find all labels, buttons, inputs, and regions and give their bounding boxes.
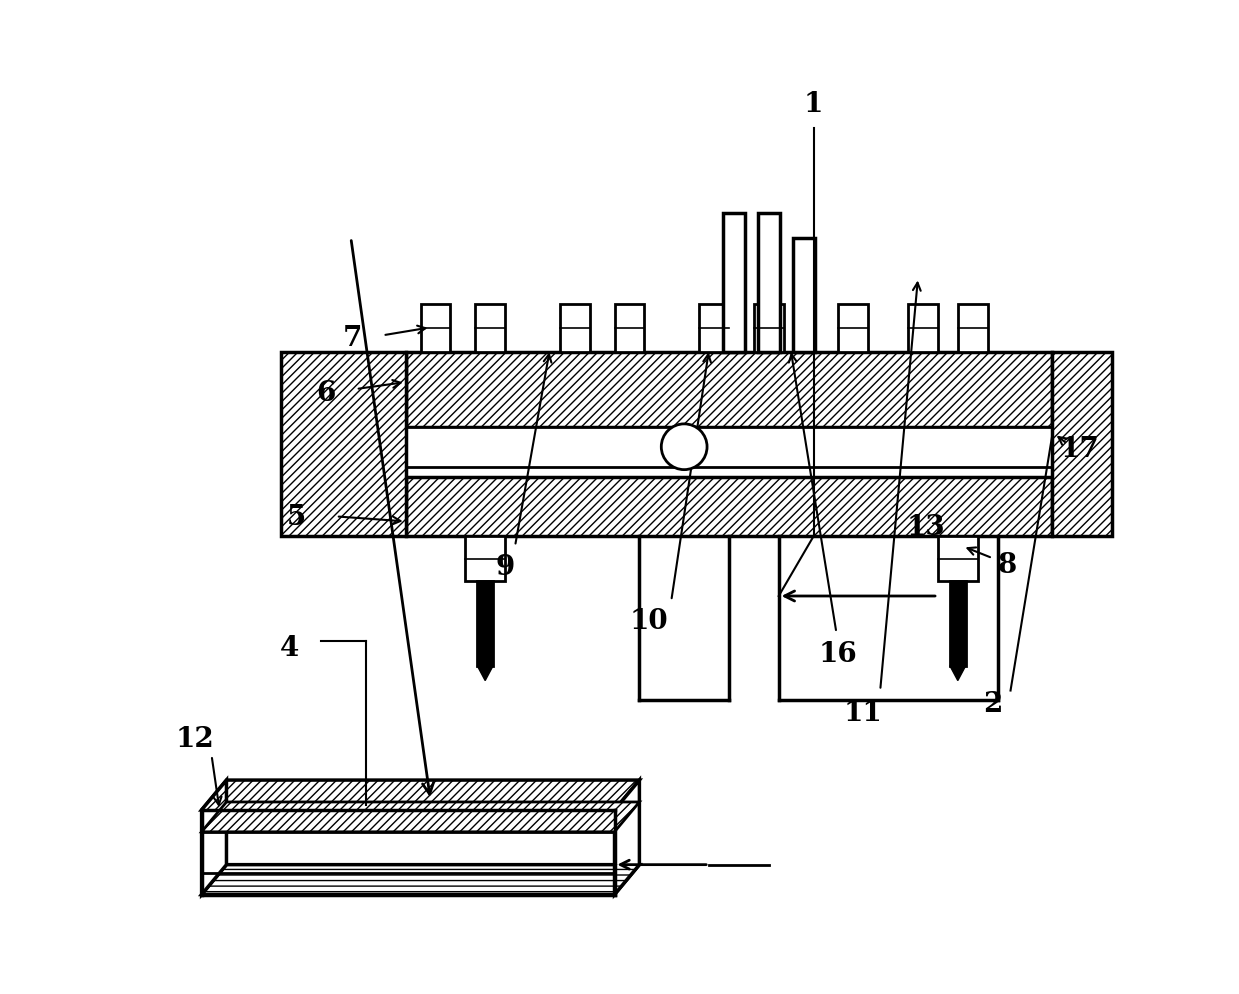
Bar: [753, 305, 784, 353]
Text: 7: 7: [343, 324, 363, 352]
Polygon shape: [615, 780, 639, 895]
Text: 9: 9: [496, 553, 514, 580]
Text: 13: 13: [907, 513, 945, 541]
Text: 6: 6: [316, 379, 336, 407]
Bar: [405, 477, 1052, 537]
Polygon shape: [202, 802, 639, 832]
Text: 12: 12: [175, 725, 214, 752]
Text: 5: 5: [286, 503, 306, 531]
Bar: [724, 214, 745, 353]
Bar: [615, 305, 644, 353]
Bar: [699, 305, 729, 353]
Text: 2: 2: [983, 690, 1002, 718]
Text: 1: 1: [804, 90, 823, 118]
Bar: [938, 537, 978, 581]
Text: 16: 16: [819, 640, 857, 668]
Bar: [405, 427, 1052, 467]
Bar: [950, 581, 965, 666]
Text: 8: 8: [997, 551, 1017, 579]
Circle shape: [662, 424, 707, 470]
Polygon shape: [202, 780, 639, 810]
Bar: [405, 353, 1052, 427]
Bar: [908, 305, 938, 353]
Bar: [958, 305, 987, 353]
Bar: [466, 537, 506, 581]
Bar: [281, 353, 405, 537]
Bar: [1052, 353, 1113, 537]
Bar: [560, 305, 590, 353]
Bar: [477, 581, 493, 666]
Bar: [420, 305, 450, 353]
Text: 11: 11: [844, 699, 882, 727]
Bar: [405, 477, 1052, 537]
Polygon shape: [202, 865, 639, 895]
Bar: [1052, 353, 1113, 537]
Text: 4: 4: [280, 634, 299, 662]
Polygon shape: [202, 780, 227, 895]
Text: 17: 17: [1061, 435, 1099, 463]
Bar: [839, 305, 869, 353]
Polygon shape: [477, 666, 493, 681]
Bar: [281, 353, 405, 537]
Bar: [405, 353, 1052, 427]
Text: 10: 10: [631, 607, 669, 635]
Bar: [793, 239, 814, 353]
Bar: [476, 305, 506, 353]
Bar: [758, 214, 779, 353]
Polygon shape: [950, 666, 965, 681]
